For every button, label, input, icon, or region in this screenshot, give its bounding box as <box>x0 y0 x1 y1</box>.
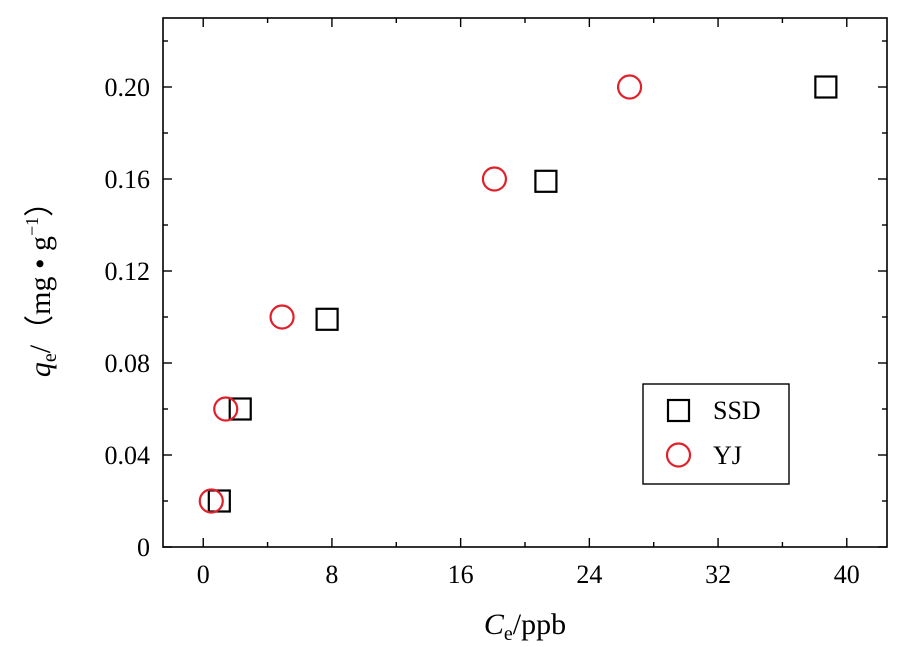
yj-point <box>213 396 239 422</box>
legend-ssd-label: SSD <box>713 396 761 425</box>
legend-yj-marker <box>665 442 692 468</box>
y-tick-label: 0 <box>137 533 150 562</box>
yj-point <box>198 488 224 514</box>
y-tick-label: 0.20 <box>105 73 151 102</box>
ssd-point <box>814 75 838 99</box>
y-tick-label: 0.16 <box>105 165 151 194</box>
legend-yj-label: YJ <box>713 441 742 470</box>
x-tick-label: 32 <box>705 560 731 589</box>
y-tick-label: 0.08 <box>105 349 151 378</box>
x-tick-label: 24 <box>576 560 602 589</box>
yj-point <box>269 304 295 330</box>
x-tick-label: 8 <box>325 560 338 589</box>
x-tick-label: 16 <box>448 560 474 589</box>
yj-point <box>481 166 508 192</box>
legend: SSD YJ <box>642 383 790 485</box>
x-tick-label: 0 <box>197 560 210 589</box>
ssd-point <box>315 307 339 331</box>
x-tick-label: 40 <box>834 560 860 589</box>
yj-point <box>616 74 643 100</box>
legend-ssd-marker <box>666 398 691 423</box>
x-axis-label: Ce/ppb <box>484 608 566 645</box>
y-axis-label: qe/（mg • g−1） <box>22 187 61 377</box>
ssd-point <box>228 397 252 421</box>
axis-tick-labels: 0 8 16 24 32 40 0 0.04 0.08 0.12 0.16 0.20 <box>105 73 860 589</box>
axis-ticks <box>163 18 887 548</box>
ssd-point <box>207 489 231 513</box>
data-points <box>198 74 838 514</box>
ssd-point <box>534 169 558 193</box>
y-tick-label: 0.04 <box>105 441 151 470</box>
y-tick-label: 0.12 <box>105 257 151 286</box>
